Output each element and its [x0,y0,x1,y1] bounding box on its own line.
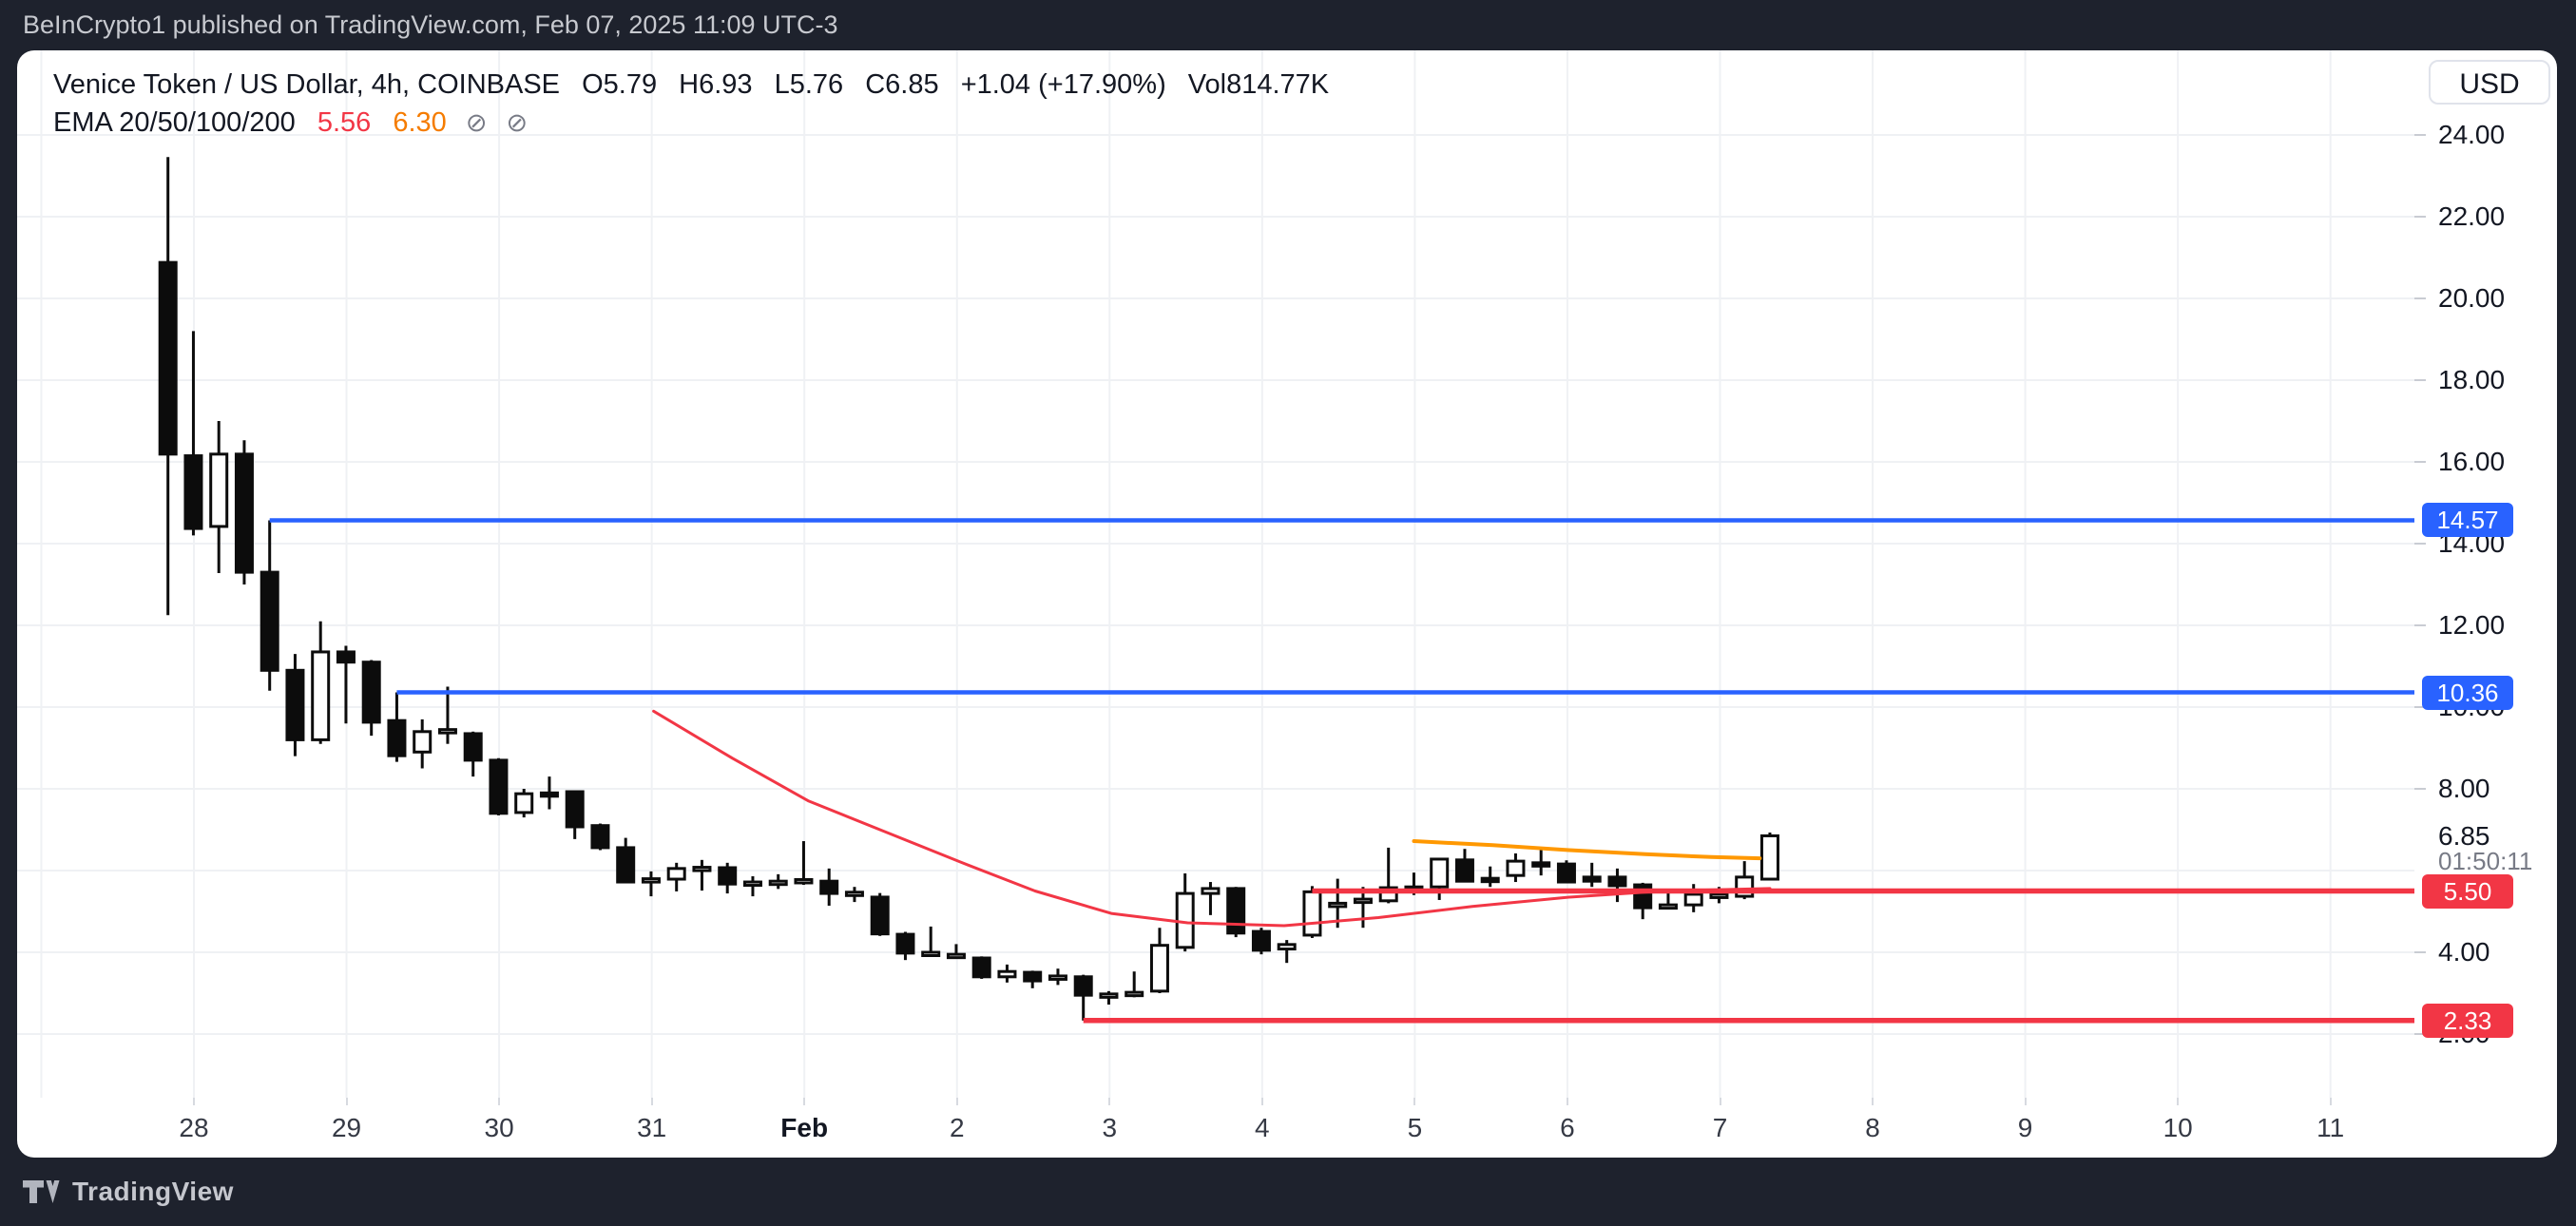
time-tick-mark [955,1098,958,1105]
price-tick-mark [2414,624,2426,626]
price-tick-label: 12.00 [2438,610,2506,640]
publish-bar: BeInCrypto1 published on TradingView.com… [0,0,2576,50]
grid-layer [17,50,2414,1098]
symbol-title: Venice Token / US Dollar, 4h, COINBASE [53,69,561,100]
candles-layer [158,157,1779,1021]
time-tick-mark [803,1098,806,1105]
price-tick-mark [2414,543,2426,545]
time-tick-label: 6 [1560,1113,1575,1142]
price-tick-label: 18.00 [2438,365,2506,394]
price-line-badge: 10.36 [2422,675,2513,710]
tradingview-logo-icon[interactable] [23,1180,61,1203]
chart-legend: Venice Token / US Dollar, 4h, COINBASE O… [53,66,1329,142]
time-tick-mark [2329,1098,2332,1105]
time-tick-mark [650,1098,653,1105]
price-tick-mark [2414,706,2426,708]
time-tick-mark [193,1098,195,1105]
ema-layer [652,709,1772,928]
ohlc-high: H6.93 [679,69,753,100]
candlestick-chart[interactable] [17,50,2414,1098]
symbol-legend-row: Venice Token / US Dollar, 4h, COINBASE O… [53,66,1329,104]
time-tick-mark [1108,1098,1111,1105]
time-tick-mark [1719,1098,1721,1105]
time-axis[interactable]: 28 29 30 31 Feb 2 3 4 5 6 7 8 9 10 11 [17,1098,2414,1158]
price-tick-label: 16.00 [2438,447,2506,476]
price-tick-label: 20.00 [2438,283,2506,313]
currency-toggle-button[interactable]: USD [2429,60,2550,105]
ema200-hidden-icon: ⊘ [506,108,529,137]
price-tick-mark [2414,1033,2426,1035]
time-tick-label: 9 [2017,1113,2033,1142]
price-tick-mark [2414,297,2426,299]
price-tick-mark [2414,951,2426,953]
ema50-value: 6.30 [393,107,447,138]
attribution-bar: TradingView [0,1158,2576,1226]
ohlc-low: L5.76 [774,69,844,100]
time-tick-label: 11 [2316,1113,2345,1142]
price-tick-label: 4.00 [2438,937,2490,967]
time-tick-mark [2177,1098,2180,1105]
price-line-badge: 14.57 [2422,503,2513,538]
time-tick-mark [1566,1098,1568,1105]
time-tick-label: 28 [179,1113,209,1142]
price-tick-label: 22.00 [2438,201,2506,231]
volume-value: Vol814.77K [1187,69,1330,100]
price-change: +1.04 (+17.90%) [960,69,1166,100]
bar-countdown: 01:50:11 [2438,847,2533,876]
time-tick-label: 10 [2163,1113,2193,1142]
rays-layer [269,518,2414,1024]
price-axis[interactable]: 24.0022.0020.0018.0016.0014.0012.0010.00… [2414,50,2557,1098]
time-tick-label: 29 [331,1113,362,1142]
last-price-label: 6.85 [2438,821,2490,852]
time-tick-mark [2024,1098,2027,1105]
time-tick-mark [1413,1098,1416,1105]
ema100-hidden-icon: ⊘ [465,108,488,137]
price-tick-mark [2414,134,2426,136]
time-tick-label: 31 [637,1113,667,1142]
ema-legend-row: EMA 20/50/100/200 5.56 6.30 ⊘ ⊘ [53,104,1329,142]
time-tick-label: 3 [1102,1113,1118,1142]
time-tick-label: Feb [780,1113,829,1142]
ema20-value: 5.56 [317,107,372,138]
price-tick-mark [2414,461,2426,463]
time-tick-label: 5 [1407,1113,1423,1142]
chart-card: Venice Token / US Dollar, 4h, COINBASE O… [17,50,2557,1158]
time-tick-label: 4 [1255,1113,1270,1142]
time-tick-mark [498,1098,501,1105]
publish-bar-text: BeInCrypto1 published on TradingView.com… [23,10,838,39]
time-tick-label: 8 [1865,1113,1880,1142]
price-tick-mark [2414,788,2426,790]
price-line-badge: 5.50 [2422,873,2513,909]
price-tick-label: 8.00 [2438,774,2490,803]
tradingview-logo-text[interactable]: TradingView [72,1177,234,1206]
time-tick-mark [345,1098,348,1105]
ohlc-close: C6.85 [865,69,939,100]
time-tick-mark [1260,1098,1263,1105]
ohlc-open: O5.79 [582,69,658,100]
price-line-badge: 2.33 [2422,1003,2513,1038]
price-tick-mark [2414,216,2426,218]
time-tick-label: 30 [484,1113,514,1142]
ema-label: EMA 20/50/100/200 [53,107,296,138]
price-tick-mark [2414,379,2426,381]
time-tick-label: 7 [1712,1113,1728,1142]
time-tick-mark [1872,1098,1874,1105]
price-tick-label: 24.00 [2438,120,2506,149]
time-tick-label: 2 [949,1113,965,1142]
